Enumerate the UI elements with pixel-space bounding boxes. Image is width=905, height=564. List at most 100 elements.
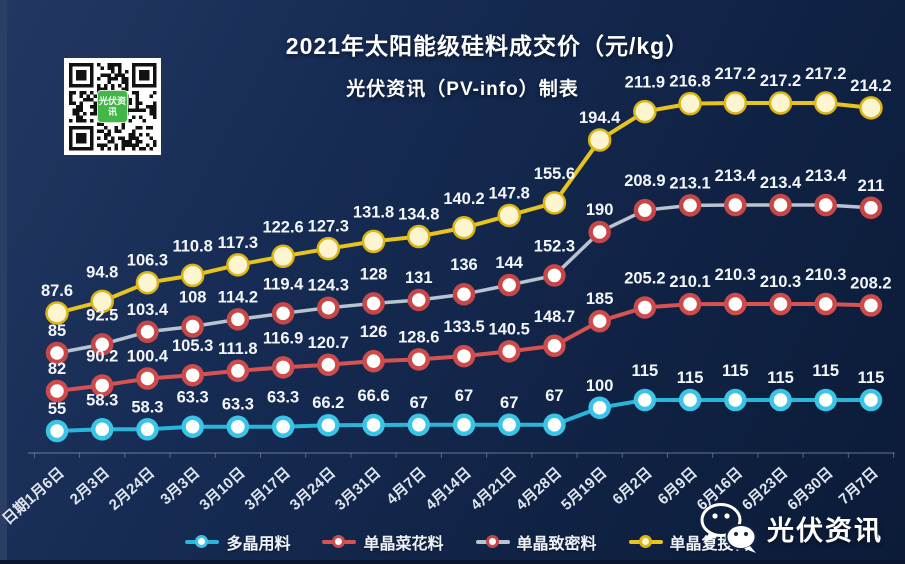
value-label: 58.3 — [86, 391, 118, 409]
data-point-marker — [181, 363, 204, 387]
data-point-marker — [724, 193, 747, 217]
value-label: 63.3 — [222, 396, 254, 414]
value-label: 106.3 — [127, 252, 168, 270]
data-point-marker — [181, 415, 204, 438]
legend-label: 单晶致密料 — [516, 536, 597, 553]
legend-item: 单晶致密料 — [475, 530, 597, 554]
value-label: 205.2 — [624, 269, 665, 287]
value-label: 210.3 — [760, 273, 801, 291]
value-label: 217.2 — [805, 65, 846, 83]
data-point-marker — [407, 413, 431, 437]
data-point-marker — [90, 333, 114, 356]
data-point-marker — [588, 396, 611, 419]
value-label: 105.3 — [172, 337, 213, 355]
value-label: 211 — [858, 177, 885, 195]
data-point-marker — [588, 309, 611, 333]
value-label: 194.4 — [579, 109, 621, 127]
value-label: 214.2 — [850, 77, 891, 95]
data-point-marker — [90, 418, 114, 441]
value-label: 115 — [767, 369, 794, 387]
value-label: 152.3 — [534, 237, 575, 255]
value-label: 210.1 — [669, 273, 710, 291]
data-point-marker — [723, 91, 748, 115]
data-point-marker — [633, 99, 657, 124]
value-label: 128 — [360, 265, 388, 283]
value-label: 67 — [410, 394, 428, 412]
value-label: 147.8 — [489, 184, 530, 202]
data-point-marker — [724, 388, 747, 412]
value-label: 210.3 — [715, 266, 756, 284]
value-label: 115 — [722, 362, 749, 380]
data-point-marker — [813, 91, 838, 115]
value-label: 63.3 — [267, 389, 299, 407]
data-point-marker — [90, 289, 114, 314]
value-label: 131 — [405, 269, 433, 287]
legend-marker-icon — [322, 532, 357, 552]
value-label: 190 — [586, 201, 614, 219]
value-label: 185 — [586, 290, 614, 308]
chart-legend: 多晶用料 单晶菜花料 单晶致密料 单晶复投料 — [0, 530, 905, 554]
value-label: 103.4 — [127, 301, 169, 319]
x-axis-label: 5月19日 — [558, 464, 610, 513]
value-label: 208.2 — [850, 274, 891, 292]
data-point-marker — [45, 379, 69, 403]
data-point-marker — [859, 294, 883, 317]
data-point-marker — [724, 292, 747, 316]
x-axis-label: 2月24日 — [106, 464, 158, 513]
data-point-marker — [452, 282, 476, 306]
x-axis-label: 4月28日 — [513, 464, 565, 513]
value-label: 122.6 — [262, 218, 303, 236]
data-point-marker — [497, 413, 521, 437]
data-point-marker — [226, 253, 250, 277]
wechat-icon — [700, 503, 757, 553]
value-label: 217.2 — [715, 65, 756, 83]
value-label: 128.6 — [398, 328, 439, 346]
value-label: 148.7 — [534, 308, 575, 326]
x-axis-label: 6月2日 — [609, 464, 655, 508]
value-label: 208.9 — [624, 172, 665, 190]
data-point-marker — [768, 91, 793, 115]
wechat-brand-text: 光伏资讯 — [767, 515, 883, 546]
value-label: 114.2 — [218, 288, 258, 306]
data-point-marker — [859, 388, 883, 412]
value-label: 115 — [858, 369, 885, 387]
data-point-marker — [362, 413, 385, 437]
data-point-marker — [407, 348, 431, 371]
x-axis-label: 日期1月6日 — [0, 464, 68, 529]
legend-item: 单晶菜花料 — [322, 530, 444, 554]
value-label: 131.8 — [353, 203, 394, 221]
value-label: 217.2 — [760, 72, 801, 90]
data-point-marker — [361, 229, 386, 254]
data-point-marker — [316, 236, 341, 261]
data-point-marker — [814, 193, 837, 217]
data-point-marker — [317, 413, 340, 437]
legend-label: 单晶菜花料 — [363, 536, 444, 553]
value-label: 140.5 — [489, 320, 530, 338]
data-point-marker — [226, 308, 250, 331]
value-label: 82 — [48, 360, 66, 378]
x-axis-label: 4月21日 — [468, 464, 520, 513]
data-point-marker — [226, 415, 250, 438]
x-axis-label: 3月10日 — [196, 464, 248, 513]
wechat-watermark: 光伏资讯 — [699, 501, 883, 555]
value-label: 111.8 — [218, 340, 257, 358]
value-label: 210.3 — [805, 266, 846, 284]
chart-subtitle: 光伏资讯（PV-info）制表 — [346, 79, 579, 100]
data-point-marker — [769, 193, 792, 217]
x-axis-label: 3月17日 — [242, 464, 294, 513]
value-label: 115 — [812, 362, 839, 380]
data-point-marker — [317, 353, 340, 377]
value-label: 213.4 — [760, 174, 802, 192]
data-point-marker — [633, 198, 657, 222]
value-label: 216.8 — [669, 73, 710, 91]
data-point-marker — [271, 244, 295, 269]
value-label: 66.6 — [357, 387, 389, 405]
value-label: 67 — [545, 387, 563, 405]
bottom-border-strip — [0, 560, 905, 564]
data-point-marker — [633, 388, 657, 412]
data-point-marker — [678, 194, 702, 217]
value-label: 213.4 — [805, 167, 847, 185]
value-label: 63.3 — [177, 389, 209, 407]
data-point-marker — [271, 415, 295, 438]
